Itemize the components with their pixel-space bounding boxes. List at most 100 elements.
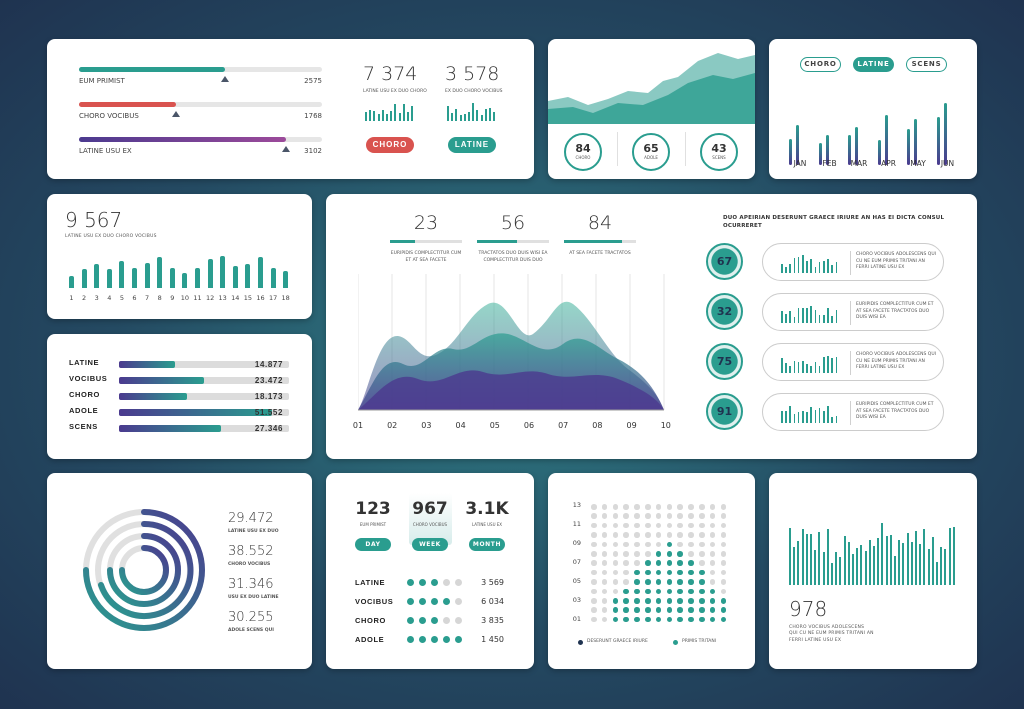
period-dot xyxy=(419,579,426,586)
final-bar xyxy=(923,528,926,585)
matrix-dot xyxy=(612,560,619,566)
stat-button[interactable]: LATINE xyxy=(448,137,496,153)
spark-bar xyxy=(823,410,825,423)
spark-bar xyxy=(827,307,829,323)
period-dot xyxy=(443,617,450,624)
matrix-dot xyxy=(699,541,705,548)
hbars-card: LATINE 14.877 VOCIBUS 23.472 CHORO 18.173 ADOL… xyxy=(47,334,312,459)
period-button-day[interactable]: DAY xyxy=(355,538,391,551)
dot-y-label: 13 xyxy=(572,501,581,509)
period-caption: LATINE USU EX xyxy=(471,522,503,527)
matrix-dot xyxy=(612,532,619,538)
count-x-label: 5 xyxy=(119,294,124,302)
matrix-dot xyxy=(666,616,673,623)
period-dot xyxy=(443,579,450,586)
period-dot xyxy=(431,579,438,586)
spark-bar xyxy=(810,365,812,373)
tab-scens[interactable]: SCENS xyxy=(906,57,947,72)
count-bar xyxy=(220,255,226,288)
final-bar xyxy=(885,536,888,585)
tab-latine[interactable]: LATINE xyxy=(853,57,894,72)
month-bar xyxy=(884,115,888,165)
slider-track[interactable] xyxy=(79,102,322,107)
matrix-dot xyxy=(677,504,683,510)
slider-handle-icon[interactable] xyxy=(281,146,290,152)
final-bar xyxy=(944,549,947,585)
count-bar xyxy=(245,264,251,288)
matrix-dot xyxy=(612,513,619,519)
hbar-label: CHORO xyxy=(69,390,100,399)
matrix-dot xyxy=(655,532,662,538)
matrix-dot xyxy=(612,541,619,548)
final-bar xyxy=(948,528,951,585)
matrix-dot xyxy=(601,551,608,557)
matrix-dot xyxy=(601,532,608,538)
final-bar xyxy=(927,548,930,585)
period-dot xyxy=(431,617,438,624)
spark-bar xyxy=(818,365,821,373)
tab-choro[interactable]: CHORO xyxy=(800,57,841,72)
period-button-month[interactable]: MONTH xyxy=(469,538,505,551)
count-x-label: 10 xyxy=(180,294,190,302)
legend-dot xyxy=(578,640,583,645)
main-item-sparkbars xyxy=(781,254,841,276)
count-x-label: 12 xyxy=(205,294,215,302)
final-bar xyxy=(793,546,796,585)
circle-divider xyxy=(685,132,686,166)
matrix-dot xyxy=(655,579,662,585)
main-item-number: 67 xyxy=(716,255,733,268)
month-bar xyxy=(796,125,799,165)
spark-bar xyxy=(785,313,787,323)
slider-handle-icon[interactable] xyxy=(220,76,229,82)
main-item-card[interactable]: EURIPIDIS COMPLECTITUR CUM ET AT SEA FAC… xyxy=(762,393,944,431)
matrix-dot xyxy=(591,569,597,576)
matrix-dot xyxy=(591,616,597,623)
slider-label: LATINE USU EX xyxy=(79,147,132,155)
matrix-dot xyxy=(655,598,662,604)
matrix-dot xyxy=(688,513,694,519)
matrix-dot xyxy=(709,513,716,519)
matrix-dot xyxy=(623,598,629,604)
main-item-card[interactable]: EURIPIDIS COMPLECTITUR CUM ET AT SEA FAC… xyxy=(762,293,944,331)
final-bar xyxy=(919,544,922,585)
matrix-dot xyxy=(655,551,662,557)
matrix-dot xyxy=(699,522,705,529)
matrix-dot xyxy=(666,551,673,557)
period-card: 123 EUM PRIMIST DAY 967 CHORO VOCIBUS WEEK 3.1… xyxy=(326,473,534,669)
final-bar xyxy=(906,532,909,585)
spark-bar xyxy=(407,111,409,121)
period-label: CHORO xyxy=(355,616,386,625)
main-x-label: 05 xyxy=(489,421,500,430)
main-item-text: CHORO VOCIBUS ADOLESCENS QUI CU NE EUM P… xyxy=(856,252,936,271)
matrix-dot xyxy=(591,513,597,519)
main-item-card[interactable]: CHORO VOCIBUS ADOLESCENS QUI CU NE EUM P… xyxy=(762,243,944,281)
slider-fill xyxy=(79,102,177,107)
matrix-dot xyxy=(666,532,673,538)
hbar-label: LATINE xyxy=(69,358,100,367)
period-number: 3.1K xyxy=(465,499,509,519)
spark-bar xyxy=(818,262,821,273)
main-item-circle: 75 xyxy=(706,343,743,380)
period-label: VOCIBUS xyxy=(355,597,394,606)
spark-bar xyxy=(472,103,475,121)
spark-bar xyxy=(781,358,783,373)
stat-number: 7 374 xyxy=(363,63,418,85)
matrix-dot xyxy=(688,522,694,529)
hbar-value: 23.472 xyxy=(254,376,283,385)
radial-number: 30.255 xyxy=(228,610,274,625)
period-button-week[interactable]: WEEK xyxy=(412,538,448,551)
spark-bar xyxy=(785,410,787,423)
period-dot xyxy=(443,636,450,643)
main-item-sparkbars xyxy=(781,304,841,326)
count-bar xyxy=(132,267,137,288)
stat-button[interactable]: CHORO xyxy=(366,137,414,153)
matrix-dot xyxy=(655,513,662,519)
spark-bar xyxy=(793,361,796,373)
hbar-fill xyxy=(119,377,204,384)
main-item-card[interactable]: CHORO VOCIBUS ADOLESCENS QUI CU NE EUM P… xyxy=(762,343,944,381)
matrix-dot xyxy=(623,551,629,557)
period-dot xyxy=(431,598,438,605)
slider-handle-icon[interactable] xyxy=(172,111,181,117)
count-x-label: 9 xyxy=(170,294,175,302)
matrix-dot xyxy=(709,616,716,623)
